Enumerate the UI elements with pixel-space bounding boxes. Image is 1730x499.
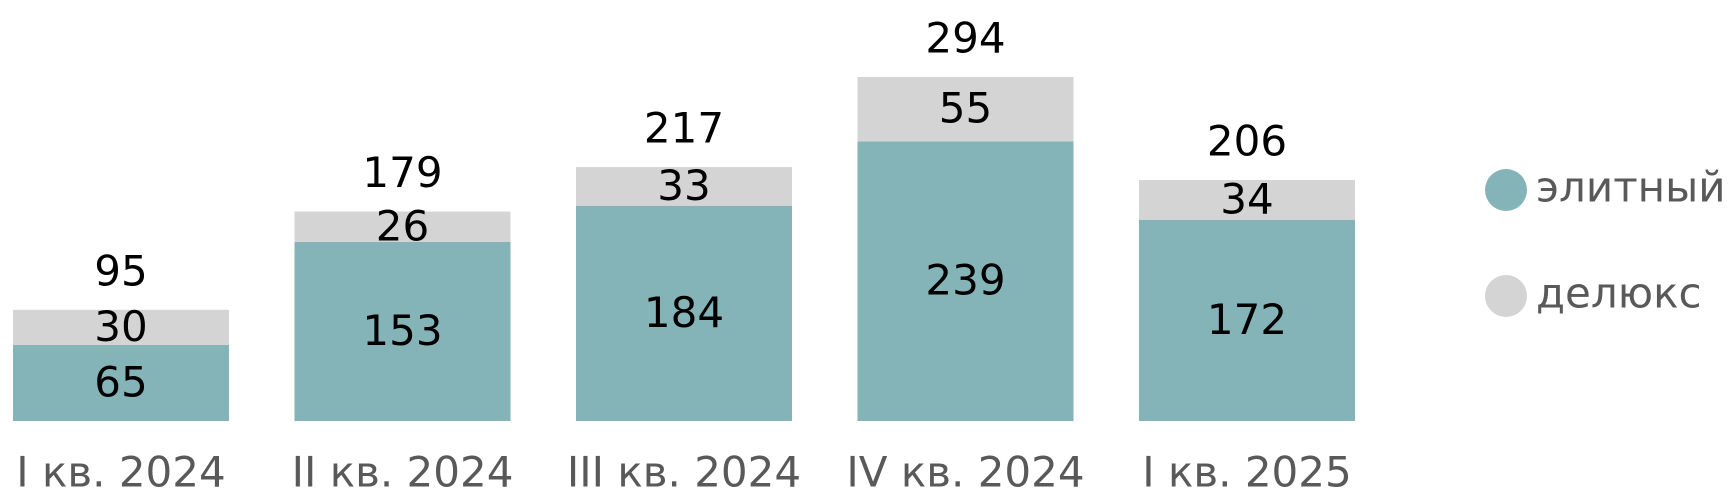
value-label: 65 — [94, 357, 147, 406]
total-label: 179 — [362, 148, 442, 197]
total-label: 95 — [94, 246, 147, 295]
bar-segment — [576, 205, 792, 421]
value-label: 33 — [657, 161, 710, 210]
bar-segment — [857, 141, 1074, 421]
value-label: 30 — [94, 302, 147, 351]
x-tick-label: IV кв. 2024 — [846, 448, 1084, 497]
total-label: 217 — [644, 104, 724, 153]
value-label: 184 — [644, 288, 724, 337]
legend-marker — [1485, 169, 1527, 211]
bar-segment — [1139, 219, 1355, 421]
x-tick-label: III кв. 2024 — [567, 448, 801, 497]
total-label: 206 — [1207, 116, 1287, 165]
value-label: 34 — [1220, 174, 1273, 223]
legend-label: элитный — [1536, 163, 1726, 212]
x-tick-label: I кв. 2025 — [1142, 448, 1351, 497]
bar-segment — [13, 344, 229, 421]
value-label: 153 — [362, 306, 442, 355]
legend-label: делюкс — [1536, 269, 1702, 318]
bar-segment — [294, 211, 511, 242]
bar-segment — [13, 309, 229, 345]
bar-segment — [576, 167, 792, 206]
value-label: 55 — [939, 84, 992, 133]
value-label: 239 — [925, 256, 1005, 305]
x-tick-label: II кв. 2024 — [292, 448, 514, 497]
bar-segment — [294, 241, 511, 421]
value-label: 172 — [1207, 295, 1287, 344]
total-label: 294 — [925, 14, 1005, 63]
x-tick-label: I кв. 2024 — [16, 448, 225, 497]
bar-segment — [1139, 179, 1355, 220]
value-label: 26 — [376, 201, 429, 250]
legend-marker — [1485, 275, 1527, 317]
bar-segment — [857, 77, 1074, 142]
